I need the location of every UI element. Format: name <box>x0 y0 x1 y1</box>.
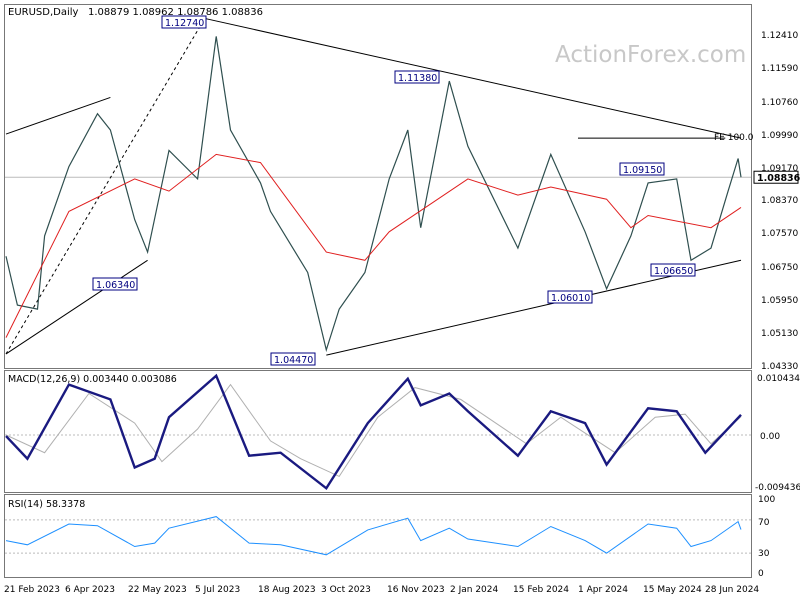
x-tick-label: 5 Jul 2023 <box>195 585 240 595</box>
trend-line <box>5 96 111 135</box>
ohlc-values: 1.08879 1.08962 1.08786 1.08836 <box>88 7 263 18</box>
x-tick-label: 2 Jan 2024 <box>450 585 498 595</box>
rsi-panel-frame <box>4 494 752 578</box>
price-line <box>5 36 742 353</box>
rsi-y-axis: 100 70 30 0 <box>758 495 775 579</box>
x-tick-label: 22 May 2023 <box>128 585 187 595</box>
price-level-label: 1.06340 <box>96 280 135 291</box>
price-level-label: 1.04470 <box>274 355 313 366</box>
price-y-tick: 1.07570 <box>761 229 798 239</box>
macd-label: MACD(12,26,9) 0.003440 0.003086 <box>8 374 177 385</box>
x-tick-label: 15 Feb 2024 <box>513 585 569 595</box>
price-level-label: 1.06010 <box>551 293 590 304</box>
x-tick-label: 15 May 2024 <box>643 585 702 595</box>
price-level-label-box <box>270 352 316 366</box>
x-tick-label: 16 Nov 2023 <box>387 585 445 595</box>
annotation-labels: 1.12740 1.11380 1.09150 1.06650 1.06010 1.063… <box>92 15 800 366</box>
trend-line <box>204 17 742 139</box>
macd-y-tick: -0.009436 <box>755 483 800 493</box>
x-tick-label: 3 Oct 2023 <box>321 585 371 595</box>
moving-average-line <box>5 153 742 338</box>
macd-panel-frame <box>4 370 752 493</box>
price-level-label-box <box>92 277 138 291</box>
x-tick-label: 1 Apr 2024 <box>578 585 628 595</box>
macd-y-tick: 0.00 <box>760 432 780 442</box>
rsi-y-tick: 70 <box>758 518 770 528</box>
rsi-y-tick: 0 <box>758 569 764 579</box>
x-tick-label: 18 Aug 2023 <box>258 585 316 595</box>
price-level-label-box <box>547 290 593 304</box>
series-lines <box>5 36 742 556</box>
trend-lines <box>5 17 742 356</box>
macd-line <box>5 373 742 491</box>
rsi-y-tick: 100 <box>758 495 775 505</box>
price-level-label-box <box>394 70 440 84</box>
price-level-label-box <box>619 162 665 176</box>
price-y-tick: 1.05130 <box>761 329 798 339</box>
fe-label: FE 100.0 <box>714 133 754 143</box>
price-level-label: 1.12740 <box>165 18 204 29</box>
price-y-tick: 1.09170 <box>761 164 798 174</box>
macd-signal-line <box>5 383 742 478</box>
price-y-tick: 1.06750 <box>761 263 798 273</box>
price-level-label-box <box>161 15 207 29</box>
price-y-axis: 1.12410 1.11590 1.10760 1.09990 1.09170 … <box>761 31 798 372</box>
rsi-line <box>5 516 742 556</box>
price-level-label: 1.11380 <box>398 73 437 84</box>
price-level-label: 1.06650 <box>654 266 693 277</box>
x-axis: 21 Feb 2023 6 Apr 2023 22 May 2023 5 Jul… <box>4 585 759 595</box>
x-tick-label: 6 Apr 2023 <box>65 585 115 595</box>
price-y-tick: 1.08370 <box>761 196 798 206</box>
price-level-label-box <box>650 263 696 277</box>
macd-y-tick: 0.010434 <box>757 374 800 384</box>
trend-line <box>5 259 148 355</box>
price-y-tick: 1.09990 <box>761 131 798 141</box>
symbol-label: EURUSD,Daily <box>8 7 79 18</box>
reference-lines <box>5 176 751 554</box>
x-tick-label: 21 Feb 2023 <box>4 585 60 595</box>
watermark: ActionForex.com <box>555 42 746 68</box>
x-tick-label: 28 Jun 2024 <box>705 585 759 595</box>
price-panel-frame <box>4 4 752 369</box>
current-price-box <box>753 170 799 184</box>
price-y-tick: 1.11590 <box>761 64 798 74</box>
price-y-tick: 1.12410 <box>761 31 798 41</box>
price-y-tick: 1.05950 <box>761 296 798 306</box>
rsi-y-tick: 30 <box>758 549 770 559</box>
current-price-label: 1.08836 <box>757 173 800 184</box>
rsi-label: RSI(14) 58.3378 <box>8 499 85 510</box>
price-level-label: 1.09150 <box>623 165 662 176</box>
dashed-trend-line <box>5 18 206 355</box>
price-y-tick: 1.10760 <box>761 98 798 108</box>
price-y-tick: 1.04330 <box>761 362 798 372</box>
macd-y-axis: 0.010434 0.00 -0.009436 <box>755 374 800 493</box>
